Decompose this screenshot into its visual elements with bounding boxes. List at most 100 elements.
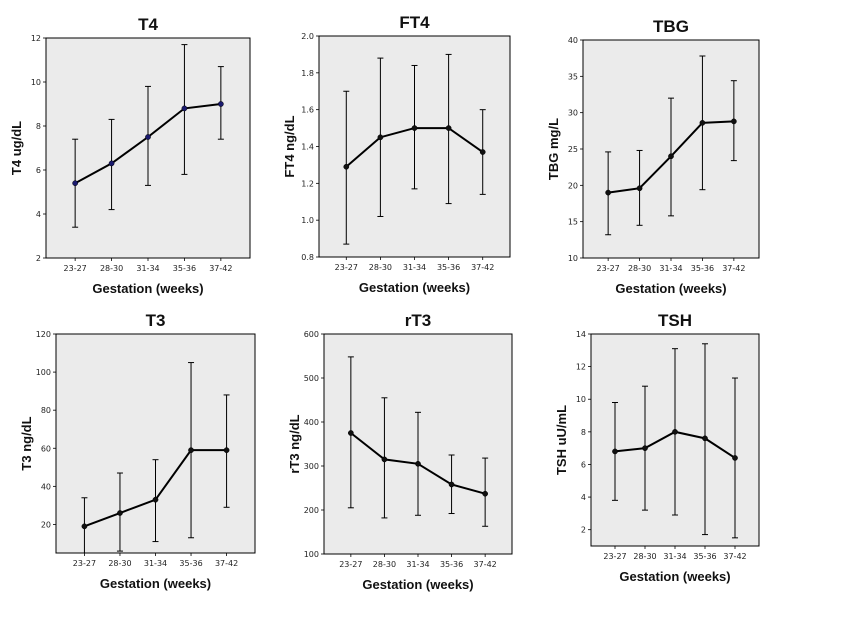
- data-point: [81, 523, 88, 530]
- chart-title: TBG: [653, 17, 689, 36]
- data-point: [108, 160, 115, 167]
- y-tick-label: 200: [304, 506, 319, 515]
- chart-title: FT4: [399, 13, 430, 32]
- y-axis-label: FT4 ng/dL: [282, 115, 297, 177]
- x-tick-label: 23-27: [603, 552, 626, 561]
- data-point: [668, 153, 674, 160]
- data-point: [152, 496, 159, 503]
- x-tick-label: 31-34: [403, 263, 426, 272]
- y-tick-label: 60: [41, 444, 51, 453]
- data-point: [699, 119, 706, 126]
- y-tick-label: 12: [576, 363, 586, 372]
- x-tick-label: 28-30: [633, 552, 656, 561]
- y-tick-label: 100: [304, 550, 319, 559]
- x-axis-label: Gestation (weeks): [619, 569, 730, 584]
- x-tick-label: 28-30: [100, 264, 123, 273]
- data-point: [612, 448, 618, 455]
- data-point: [72, 180, 78, 187]
- chart-title: rT3: [405, 311, 431, 330]
- x-tick-label: 37-42: [215, 559, 238, 568]
- y-tick-label: 500: [304, 374, 319, 383]
- y-tick-label: 1.0: [301, 216, 314, 225]
- x-tick-label: 31-34: [136, 264, 159, 273]
- data-point: [415, 460, 421, 467]
- y-tick-label: 15: [568, 218, 578, 227]
- x-axis-label: Gestation (weeks): [92, 281, 203, 296]
- x-tick-label: 37-42: [722, 264, 745, 273]
- chart-panel-4: rT3 Gestation (weeks) rT3 ng/dL 100 200 300 40…: [287, 311, 513, 592]
- y-tick-label: 8: [581, 428, 586, 437]
- data-point: [642, 445, 648, 452]
- data-point: [732, 455, 738, 461]
- x-tick-label: 28-30: [373, 560, 396, 569]
- y-tick-label: 2: [36, 254, 41, 263]
- x-tick-label: 23-27: [64, 264, 87, 273]
- x-tick-label: 31-34: [659, 264, 682, 273]
- x-tick-label: 37-42: [474, 560, 497, 569]
- y-tick-label: 1.4: [301, 143, 314, 152]
- chart-panel-0: T4 Gestation (weeks) T4 ug/dL 2 4 6 8 10 12 23-27…: [9, 15, 251, 296]
- y-tick-label: 6: [581, 460, 586, 469]
- y-tick-label: 0.8: [301, 253, 314, 262]
- data-point: [343, 163, 350, 170]
- data-point: [145, 134, 151, 140]
- y-tick-label: 40: [41, 482, 51, 491]
- chart-title: T3: [146, 311, 166, 330]
- y-tick-label: 8: [36, 122, 41, 131]
- y-tick-label: 4: [581, 493, 586, 502]
- y-tick-label: 20: [568, 181, 578, 190]
- y-tick-label: 400: [304, 418, 319, 427]
- x-axis-label: Gestation (weeks): [100, 576, 211, 591]
- x-axis-label: Gestation (weeks): [615, 281, 726, 296]
- data-point: [605, 189, 611, 196]
- data-point: [448, 481, 455, 488]
- x-tick-label: 35-36: [440, 560, 463, 569]
- data-point: [181, 105, 188, 112]
- data-point: [223, 447, 230, 454]
- x-tick-label: 37-42: [471, 263, 494, 272]
- y-tick-label: 1.8: [301, 69, 314, 78]
- x-tick-label: 35-36: [693, 552, 716, 561]
- y-tick-label: 1.2: [301, 179, 314, 188]
- x-tick-label: 23-27: [73, 559, 96, 568]
- x-tick-label: 35-36: [691, 264, 714, 273]
- y-tick-label: 1.6: [301, 106, 314, 115]
- y-axis-label: TBG mg/L: [546, 118, 561, 180]
- y-tick-label: 10: [31, 78, 41, 87]
- data-point: [636, 185, 643, 192]
- data-point: [479, 149, 486, 155]
- y-tick-label: 10: [568, 254, 578, 263]
- data-point: [348, 430, 354, 436]
- x-tick-label: 28-30: [369, 263, 392, 272]
- data-point: [672, 428, 678, 435]
- x-tick-label: 35-36: [179, 559, 202, 568]
- data-point: [482, 490, 488, 497]
- x-tick-label: 23-27: [339, 560, 362, 569]
- y-tick-label: 20: [41, 520, 51, 529]
- y-tick-label: 120: [36, 330, 51, 339]
- data-point: [377, 134, 384, 141]
- x-tick-label: 35-36: [437, 263, 460, 272]
- y-tick-label: 300: [304, 462, 319, 471]
- x-tick-label: 37-42: [209, 264, 232, 273]
- data-point: [218, 101, 224, 107]
- x-tick-label: 23-27: [597, 264, 620, 273]
- data-point: [381, 456, 388, 463]
- y-tick-label: 14: [576, 330, 586, 339]
- y-axis-label: rT3 ng/dL: [287, 414, 302, 473]
- y-tick-label: 6: [36, 166, 41, 175]
- chart-panel-1: FT4 Gestation (weeks) FT4 ng/dL 0.8 1.0 1.2 1.…: [282, 13, 511, 295]
- y-tick-label: 100: [36, 368, 51, 377]
- y-tick-label: 12: [31, 34, 41, 43]
- x-axis-label: Gestation (weeks): [359, 280, 470, 295]
- chart-panel-2: TBG Gestation (weeks) TBG mg/L 10 15 20 25 30 35…: [546, 17, 760, 296]
- chart-panel-5: TSH Gestation (weeks) TSH uU/mL 2 4 6 8 10 12 14 2…: [554, 311, 760, 584]
- x-tick-label: 35-36: [173, 264, 196, 273]
- chart-title: T4: [138, 15, 158, 34]
- y-tick-label: 40: [568, 36, 578, 45]
- y-axis-label: TSH uU/mL: [554, 405, 569, 475]
- y-tick-label: 35: [568, 72, 578, 81]
- data-point: [731, 118, 737, 125]
- chart-title: TSH: [658, 311, 692, 330]
- y-tick-label: 4: [36, 210, 41, 219]
